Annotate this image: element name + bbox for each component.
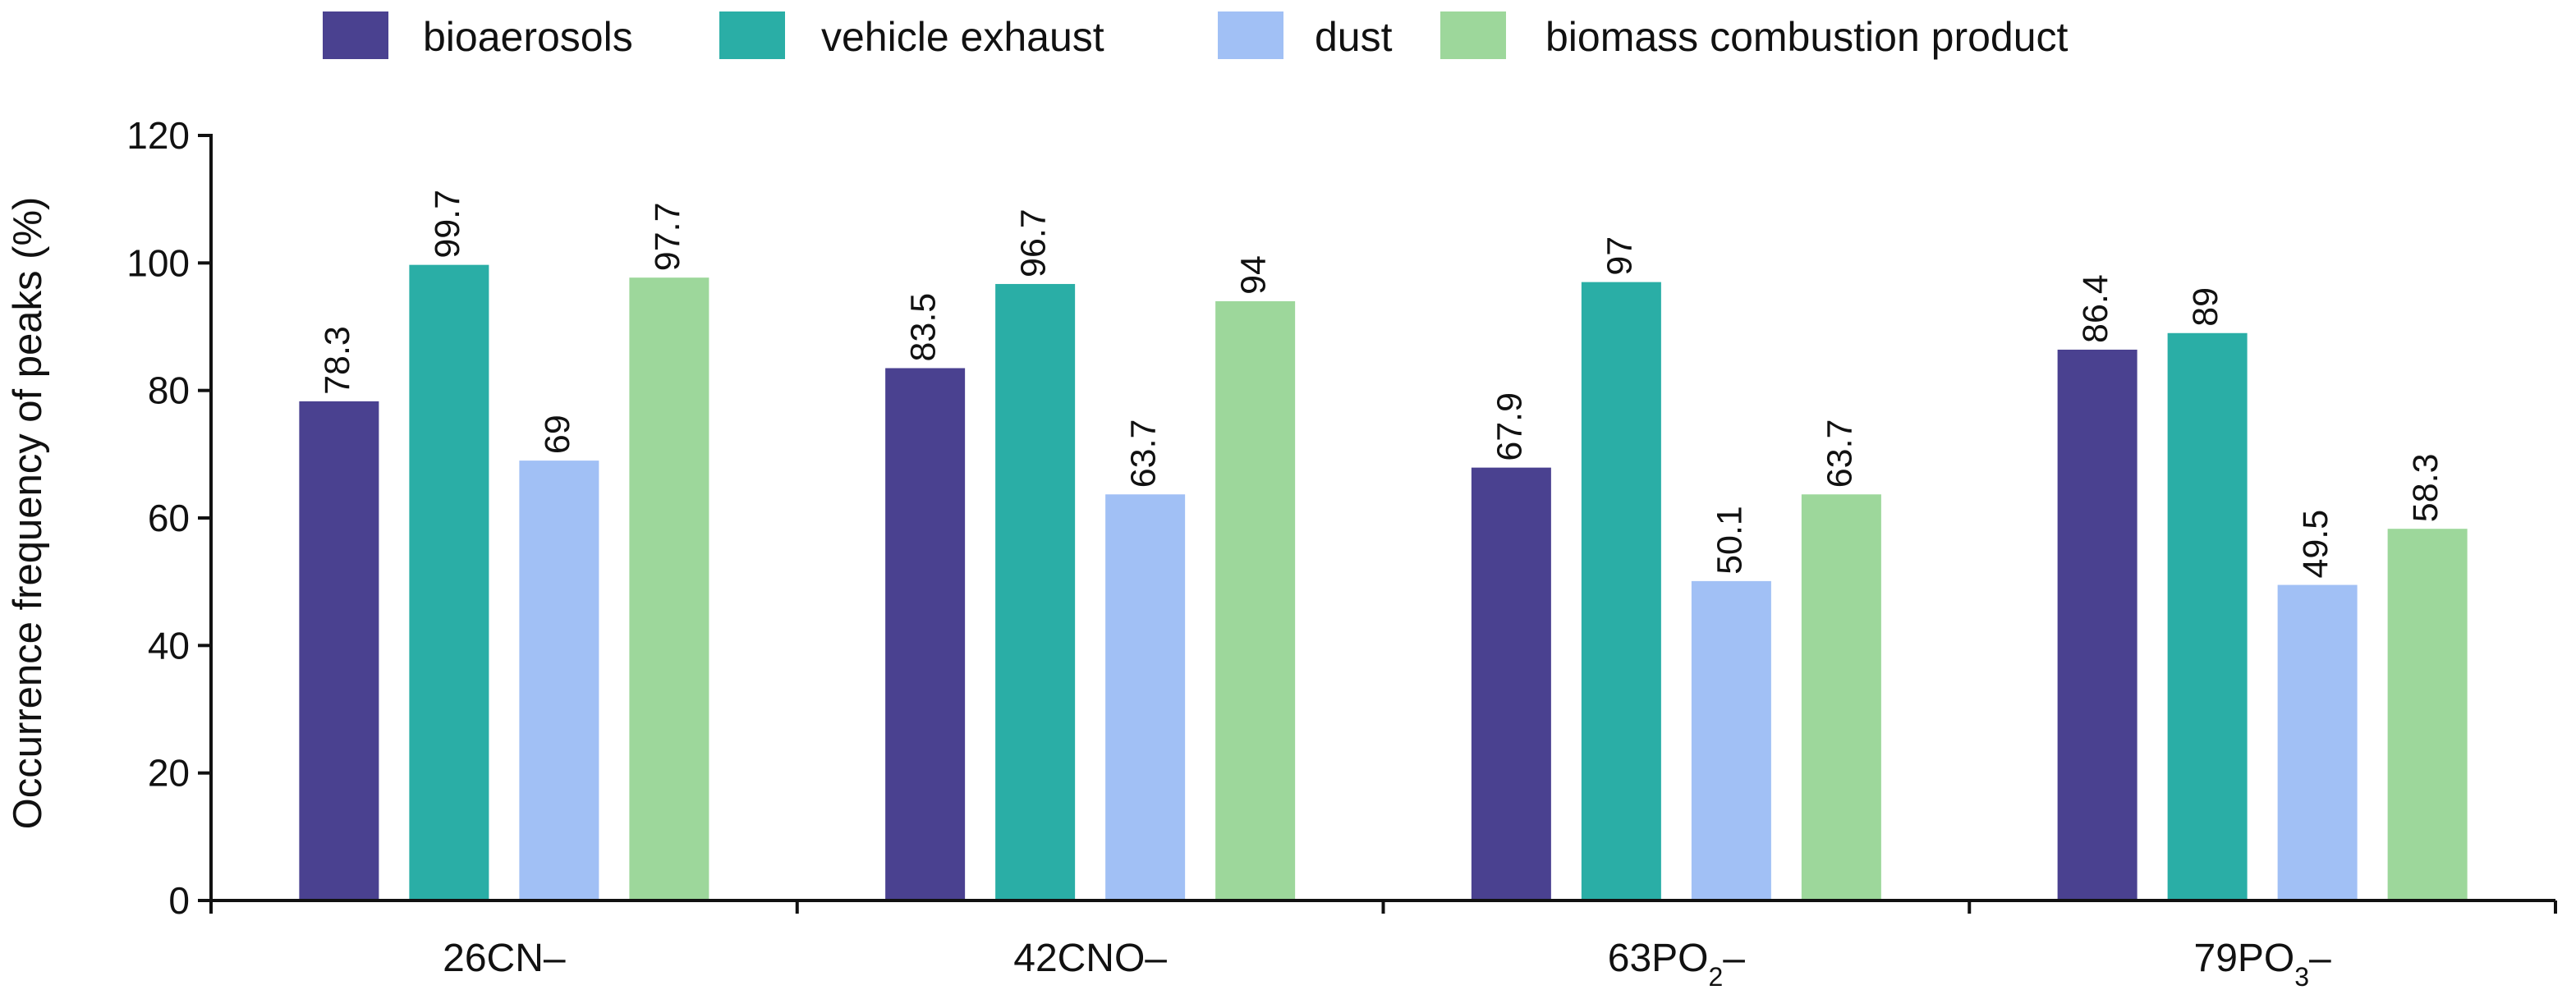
x-tick-label: 26CN– [443, 937, 566, 980]
bar-label: 63.7 [1124, 419, 1164, 488]
bar-label: 67.9 [1490, 392, 1529, 461]
bar-label: 96.7 [1014, 209, 1054, 277]
y-tick-label: 60 [148, 497, 190, 539]
bar-label: 99.7 [428, 190, 467, 259]
y-tick-label: 20 [148, 752, 190, 795]
y-tick-label: 120 [126, 114, 190, 157]
bar [2387, 529, 2468, 900]
bar [299, 401, 379, 900]
y-axis: 0 20 40 60 80 100 120 [126, 114, 213, 922]
legend-label: biomass combustion product [1545, 14, 2069, 60]
bar [629, 277, 709, 900]
y-axis-title: Occurrence frequency of peaks (%) [6, 197, 50, 830]
legend-swatch [1218, 11, 1283, 59]
x-tick-label: 79PO3– [2194, 937, 2332, 992]
bar-label: 49.5 [2296, 510, 2335, 579]
x-axis: 26CN– 42CNO– 63PO2– 79PO3– [209, 899, 2557, 992]
bar [519, 461, 599, 900]
bar-label: 97.7 [648, 202, 687, 271]
bar [1801, 494, 1881, 900]
bar-label: 89 [2186, 287, 2225, 327]
bar-label: 83.5 [904, 293, 944, 362]
y-tick-label: 80 [148, 369, 190, 412]
x-tick-label: 42CNO– [1013, 937, 1167, 980]
bar [409, 264, 489, 900]
legend-swatch [1440, 11, 1506, 59]
bar-label: 69 [538, 415, 577, 454]
bar [885, 368, 966, 900]
bar-label: 63.7 [1820, 419, 1859, 488]
legend-swatch [323, 11, 388, 59]
x-tick-label: 63PO2– [1608, 937, 1746, 992]
legend-label: vehicle exhaust [821, 14, 1104, 60]
bar [1105, 494, 1186, 900]
bar [1691, 580, 1771, 900]
bar [1471, 467, 1551, 900]
legend-label: bioaerosols [423, 14, 633, 60]
bar [995, 283, 1076, 900]
legend-label: dust [1315, 14, 1393, 60]
bar [2277, 584, 2358, 900]
bar [2167, 332, 2248, 900]
y-tick-label: 100 [126, 241, 190, 284]
bar-label: 58.3 [2406, 454, 2445, 523]
legend-swatch [719, 11, 785, 59]
y-tick-label: 40 [148, 624, 190, 667]
y-tick-label: 0 [168, 879, 190, 922]
bar-label: 78.3 [318, 326, 357, 395]
bar [2057, 349, 2137, 901]
bars: 78.3 83.5 67.9 86.4 99.7 96.7 97 89 69 63.7 50.1 49… [299, 190, 2468, 901]
bar [1581, 282, 1661, 901]
bar-label: 50.1 [1710, 506, 1749, 575]
bar-label: 97 [1600, 236, 1639, 276]
legend: bioaerosols vehicle exhaust dust biomass co… [323, 11, 2069, 60]
bar-label: 86.4 [2076, 274, 2115, 343]
bar [1215, 300, 1296, 900]
bar-label: 94 [1234, 255, 1274, 295]
